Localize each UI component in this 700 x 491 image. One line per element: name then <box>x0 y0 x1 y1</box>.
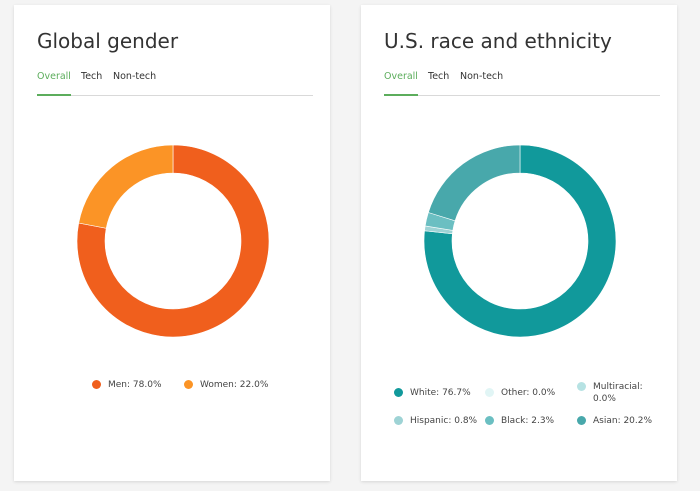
tab-tech[interactable]: Tech <box>428 71 450 82</box>
legend-swatch <box>485 416 494 425</box>
legend-label: White: 76.7% <box>410 388 471 398</box>
legend-swatch <box>92 380 101 389</box>
legend-label: Men: 78.0% <box>108 380 162 390</box>
legend-label: Hispanic: 0.8% <box>410 416 478 426</box>
active-tab-indicator <box>384 94 418 96</box>
slice-women[interactable] <box>78 145 174 229</box>
legend-swatch <box>485 388 494 397</box>
legend-swatch <box>577 382 586 391</box>
legend-label: Multiracial: 0.0% <box>593 382 643 404</box>
tab-overall[interactable]: Overall <box>384 71 418 82</box>
gender-card: Global gender Overall Tech Non-tech Men:… <box>14 5 330 481</box>
legend-swatch <box>394 388 403 397</box>
race-card: U.S. race and ethnicity Overall Tech Non… <box>361 5 677 481</box>
slice-asian[interactable] <box>427 145 521 222</box>
legend-label: Other: 0.0% <box>501 388 556 398</box>
legend-label: Asian: 20.2% <box>593 416 653 426</box>
tab-bar: Overall Tech Non-tech <box>37 69 313 96</box>
legend-swatch <box>184 380 193 389</box>
legend-label: Women: 22.0% <box>200 380 269 390</box>
slice-white[interactable] <box>424 145 616 337</box>
gender-donut-chart <box>77 145 269 337</box>
legend-label: Black: 2.3% <box>501 416 555 426</box>
tab-non-tech[interactable]: Non-tech <box>113 71 157 82</box>
tab-non-tech[interactable]: Non-tech <box>460 71 504 82</box>
tab-bar: Overall Tech Non-tech <box>384 69 660 96</box>
card-title: Global gender <box>37 29 179 53</box>
card-title: U.S. race and ethnicity <box>384 29 612 53</box>
slice-men[interactable] <box>77 145 269 337</box>
legend-swatch <box>577 416 586 425</box>
tab-overall[interactable]: Overall <box>37 71 71 82</box>
active-tab-indicator <box>37 94 71 96</box>
race-donut-chart <box>424 145 616 337</box>
tab-tech[interactable]: Tech <box>81 71 103 82</box>
legend-swatch <box>394 416 403 425</box>
